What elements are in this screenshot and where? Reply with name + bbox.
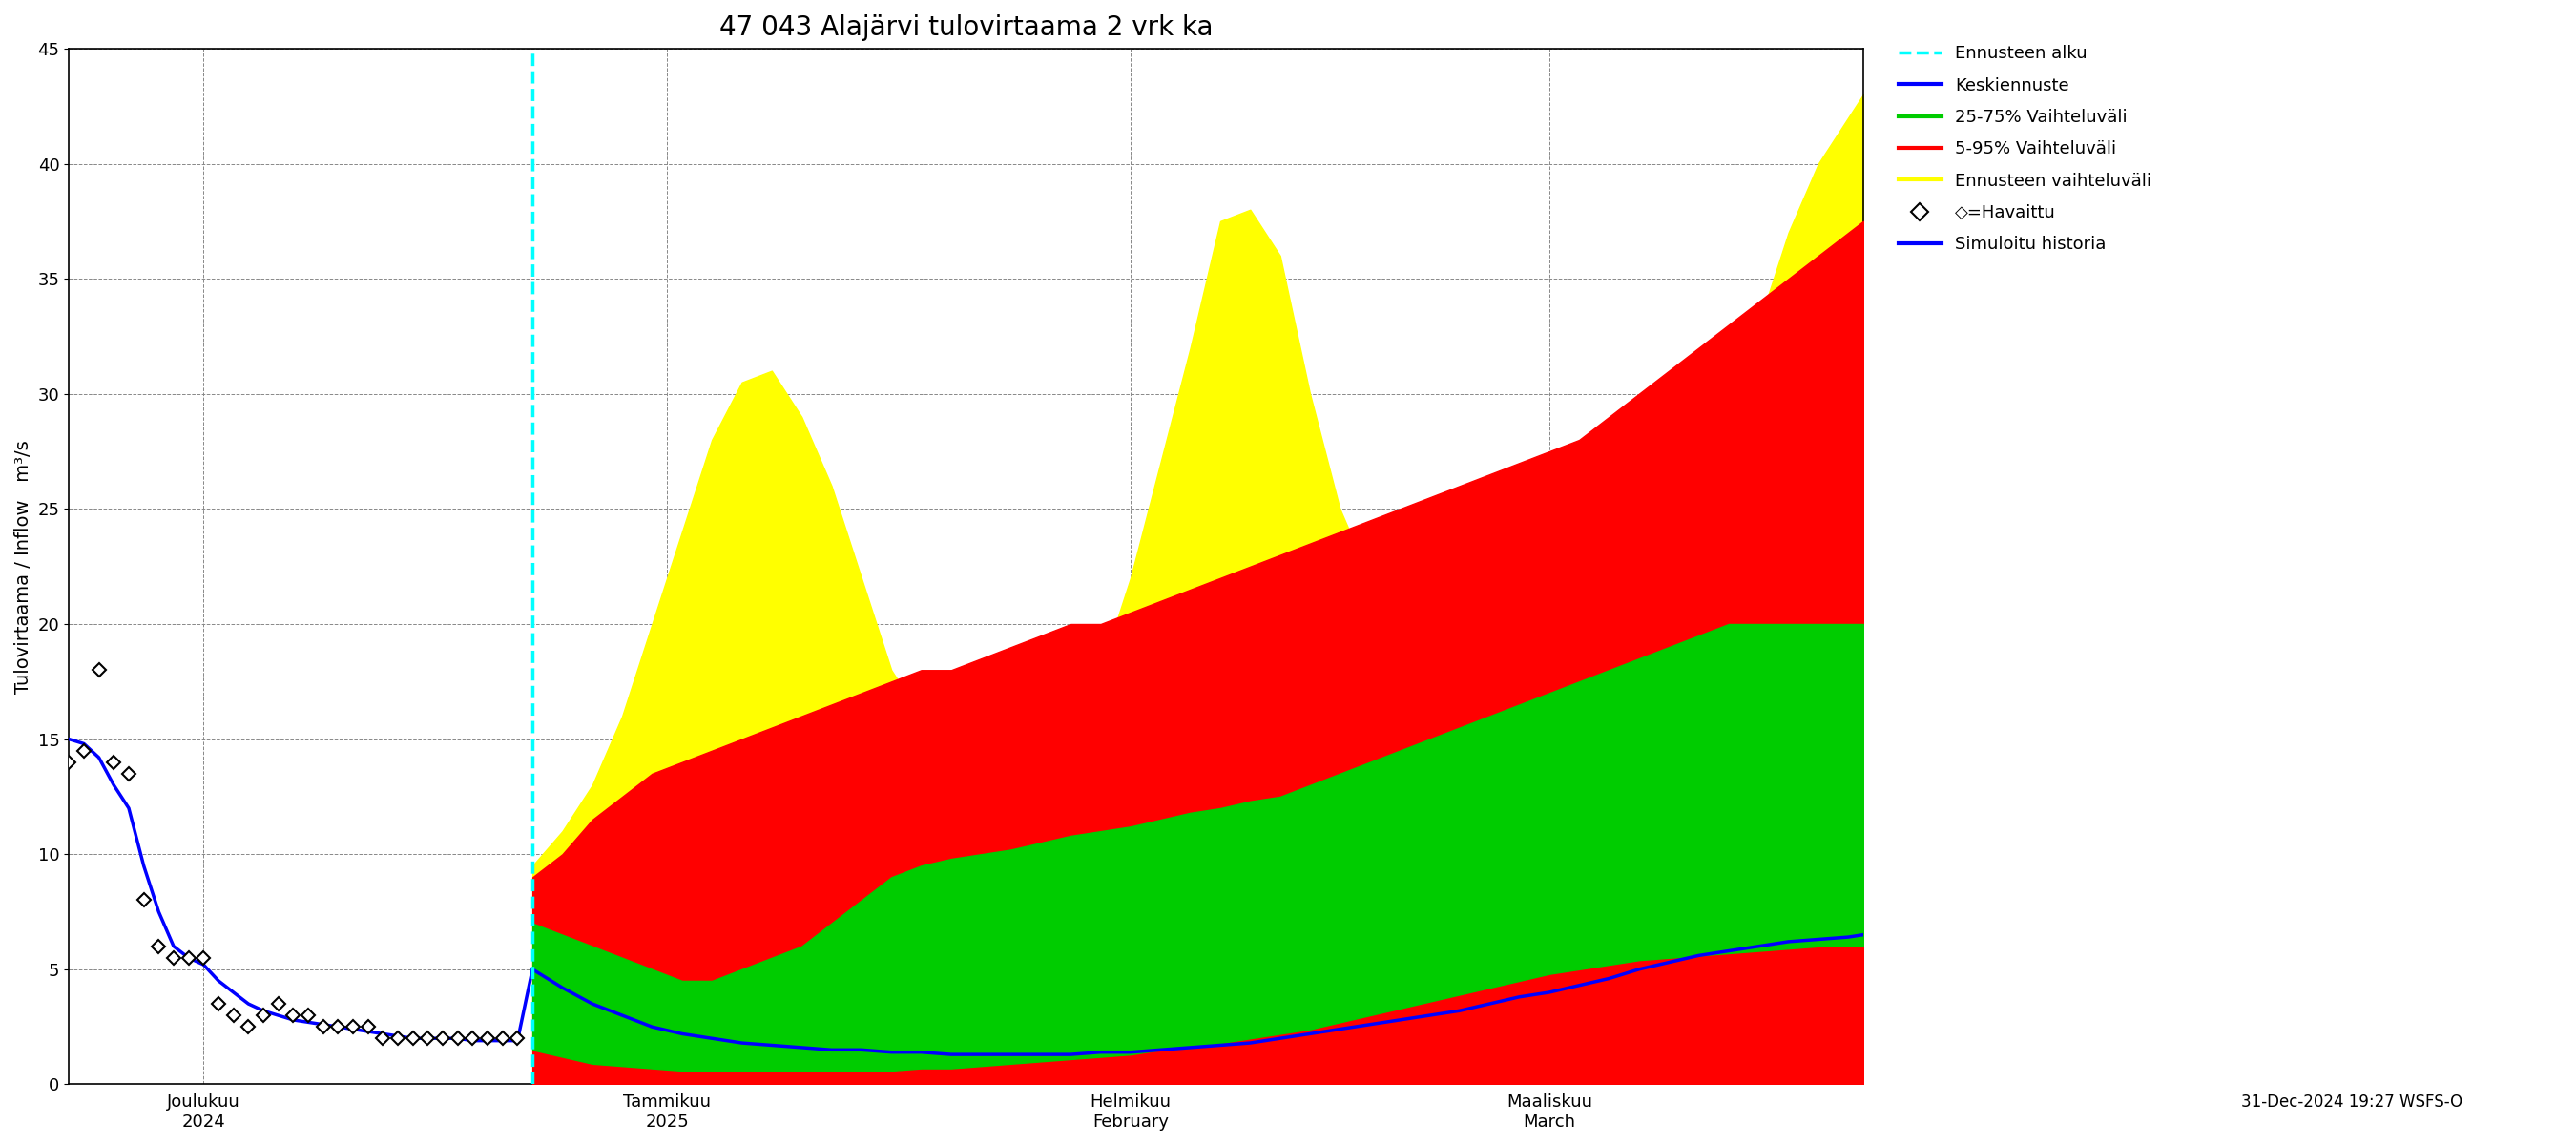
Legend: Ennusteen alku, Keskiennuste, 25-75% Vaihteluväli, 5-95% Vaihteluväli, Ennusteen: Ennusteen alku, Keskiennuste, 25-75% Vai… xyxy=(1891,37,2161,262)
Y-axis label: Tulovirtaama / Inflow   m³/s: Tulovirtaama / Inflow m³/s xyxy=(15,440,33,693)
Title: 47 043 Alajärvi tulovirtaama 2 vrk ka: 47 043 Alajärvi tulovirtaama 2 vrk ka xyxy=(719,14,1213,41)
Text: 31-Dec-2024 19:27 WSFS-O: 31-Dec-2024 19:27 WSFS-O xyxy=(2241,1093,2463,1111)
